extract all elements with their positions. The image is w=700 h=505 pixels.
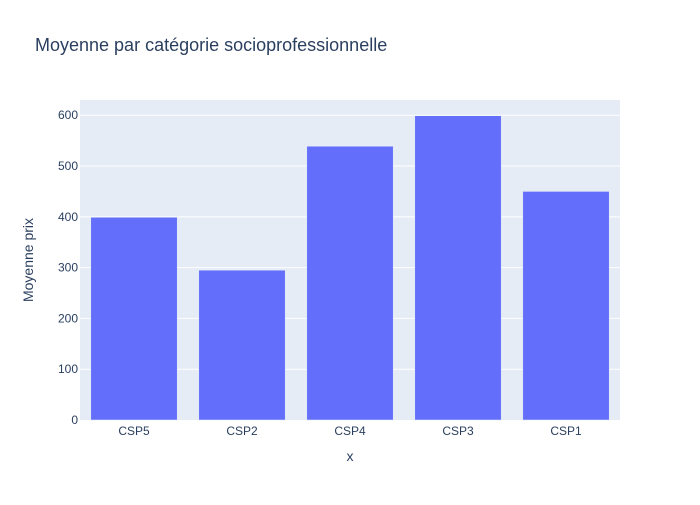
y-tick-label: 600 <box>58 108 78 122</box>
y-tick-label: 400 <box>58 210 78 224</box>
y-tick-label: 0 <box>71 413 78 427</box>
bar-csp4[interactable] <box>306 145 394 421</box>
x-tick-label: CSP2 <box>226 424 258 438</box>
x-axis-ticks: CSP5 CSP2 CSP4 CSP3 CSP1 <box>118 424 582 438</box>
x-tick-label: CSP3 <box>442 424 474 438</box>
chart-title: Moyenne par catégorie socioprofessionnel… <box>35 35 387 55</box>
x-tick-label: CSP1 <box>550 424 582 438</box>
bar-csp2[interactable] <box>198 269 286 421</box>
x-tick-label: CSP4 <box>334 424 366 438</box>
x-tick-label: CSP5 <box>118 424 150 438</box>
y-axis-label: Moyenne prix <box>20 218 36 302</box>
bar-csp3[interactable] <box>414 115 502 421</box>
x-axis-label: x <box>347 448 354 464</box>
bars <box>90 115 610 421</box>
y-tick-label: 100 <box>58 362 78 376</box>
bar-csp5[interactable] <box>90 217 178 421</box>
y-tick-label: 200 <box>58 311 78 325</box>
bar-csp1[interactable] <box>522 191 610 421</box>
y-tick-label: 500 <box>58 159 78 173</box>
y-tick-label: 300 <box>58 261 78 275</box>
y-axis-ticks: 0 100 200 300 400 500 600 <box>58 108 78 427</box>
